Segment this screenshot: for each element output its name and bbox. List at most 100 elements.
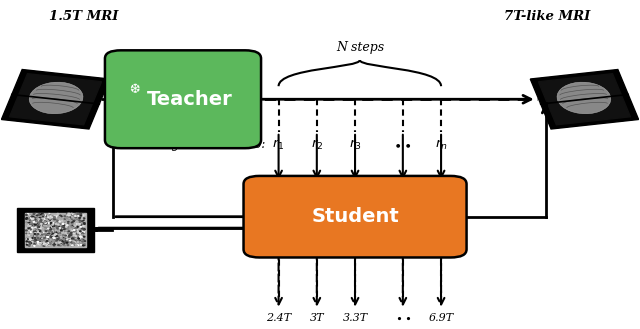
Ellipse shape bbox=[557, 82, 611, 114]
Circle shape bbox=[33, 245, 35, 246]
Circle shape bbox=[52, 227, 53, 228]
Circle shape bbox=[71, 232, 72, 233]
Circle shape bbox=[57, 231, 58, 232]
Circle shape bbox=[55, 224, 57, 225]
Circle shape bbox=[34, 243, 36, 244]
Circle shape bbox=[33, 228, 34, 229]
Circle shape bbox=[48, 215, 49, 216]
Circle shape bbox=[63, 244, 64, 245]
Circle shape bbox=[68, 221, 69, 222]
Circle shape bbox=[50, 237, 52, 238]
Circle shape bbox=[51, 241, 53, 242]
Circle shape bbox=[56, 216, 58, 217]
Text: N steps: N steps bbox=[336, 40, 384, 54]
Circle shape bbox=[73, 224, 74, 225]
Circle shape bbox=[72, 222, 73, 223]
Circle shape bbox=[27, 214, 29, 215]
Circle shape bbox=[54, 238, 55, 239]
Circle shape bbox=[39, 229, 40, 230]
Circle shape bbox=[57, 217, 59, 218]
Circle shape bbox=[76, 226, 78, 227]
Circle shape bbox=[68, 215, 70, 216]
Circle shape bbox=[79, 237, 80, 238]
Circle shape bbox=[82, 235, 83, 236]
Circle shape bbox=[76, 244, 77, 245]
Circle shape bbox=[44, 241, 45, 242]
Circle shape bbox=[42, 234, 43, 235]
Circle shape bbox=[36, 234, 38, 235]
Circle shape bbox=[50, 243, 51, 244]
Circle shape bbox=[75, 236, 77, 237]
Circle shape bbox=[36, 224, 38, 225]
Circle shape bbox=[28, 234, 29, 235]
Circle shape bbox=[32, 218, 33, 219]
Circle shape bbox=[68, 240, 69, 241]
Circle shape bbox=[59, 236, 60, 237]
Circle shape bbox=[33, 230, 35, 231]
Circle shape bbox=[28, 218, 29, 219]
Circle shape bbox=[74, 218, 76, 219]
Circle shape bbox=[74, 225, 76, 226]
Circle shape bbox=[58, 221, 59, 222]
Circle shape bbox=[83, 218, 84, 219]
Text: degradation ratio:: degradation ratio: bbox=[157, 139, 266, 151]
Circle shape bbox=[82, 234, 83, 235]
Circle shape bbox=[79, 226, 80, 227]
Circle shape bbox=[47, 237, 49, 238]
Circle shape bbox=[28, 240, 29, 241]
Circle shape bbox=[63, 238, 64, 239]
Circle shape bbox=[56, 236, 58, 237]
Circle shape bbox=[52, 242, 54, 243]
Circle shape bbox=[50, 230, 52, 231]
Circle shape bbox=[60, 241, 62, 242]
Circle shape bbox=[36, 223, 38, 224]
Polygon shape bbox=[18, 69, 40, 80]
Circle shape bbox=[43, 240, 45, 241]
Circle shape bbox=[45, 238, 46, 239]
Circle shape bbox=[47, 238, 49, 239]
Circle shape bbox=[83, 245, 84, 246]
Circle shape bbox=[74, 235, 75, 236]
Circle shape bbox=[36, 223, 38, 224]
Circle shape bbox=[28, 231, 29, 232]
Circle shape bbox=[69, 223, 70, 224]
Circle shape bbox=[40, 242, 41, 243]
Circle shape bbox=[72, 238, 73, 239]
Circle shape bbox=[61, 229, 63, 230]
Circle shape bbox=[38, 220, 40, 221]
Circle shape bbox=[58, 238, 60, 239]
Circle shape bbox=[49, 240, 50, 241]
Circle shape bbox=[54, 237, 55, 238]
Circle shape bbox=[73, 240, 74, 241]
Circle shape bbox=[56, 226, 57, 227]
Circle shape bbox=[40, 237, 41, 238]
Circle shape bbox=[37, 240, 38, 241]
Circle shape bbox=[61, 224, 63, 225]
Circle shape bbox=[61, 236, 62, 237]
Circle shape bbox=[80, 215, 81, 216]
Circle shape bbox=[37, 238, 38, 239]
Circle shape bbox=[61, 230, 62, 231]
Circle shape bbox=[46, 219, 47, 220]
Circle shape bbox=[71, 245, 72, 246]
Circle shape bbox=[67, 229, 68, 230]
Circle shape bbox=[33, 223, 34, 224]
Circle shape bbox=[48, 242, 49, 243]
Circle shape bbox=[39, 217, 40, 218]
Circle shape bbox=[60, 221, 62, 222]
Circle shape bbox=[29, 232, 30, 233]
Circle shape bbox=[69, 240, 70, 241]
Text: 2.4T: 2.4T bbox=[266, 313, 291, 323]
Circle shape bbox=[63, 222, 65, 223]
Circle shape bbox=[28, 226, 29, 227]
Circle shape bbox=[76, 219, 77, 220]
Circle shape bbox=[67, 242, 68, 243]
Circle shape bbox=[74, 221, 76, 222]
Circle shape bbox=[29, 223, 30, 224]
Circle shape bbox=[45, 244, 46, 245]
Circle shape bbox=[83, 220, 84, 221]
Circle shape bbox=[72, 214, 74, 215]
Circle shape bbox=[56, 216, 58, 217]
Circle shape bbox=[59, 234, 60, 235]
Circle shape bbox=[52, 238, 54, 239]
